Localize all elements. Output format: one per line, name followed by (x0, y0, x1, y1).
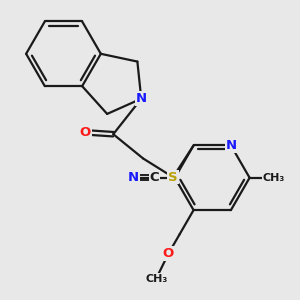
Text: S: S (168, 171, 178, 184)
Text: CH₃: CH₃ (263, 173, 285, 183)
Text: O: O (163, 247, 174, 260)
Text: CH₃: CH₃ (145, 274, 167, 284)
Text: C: C (149, 171, 159, 184)
Text: N: N (225, 139, 236, 152)
Text: N: N (136, 92, 147, 105)
Text: N: N (128, 171, 140, 184)
Text: O: O (80, 126, 91, 139)
